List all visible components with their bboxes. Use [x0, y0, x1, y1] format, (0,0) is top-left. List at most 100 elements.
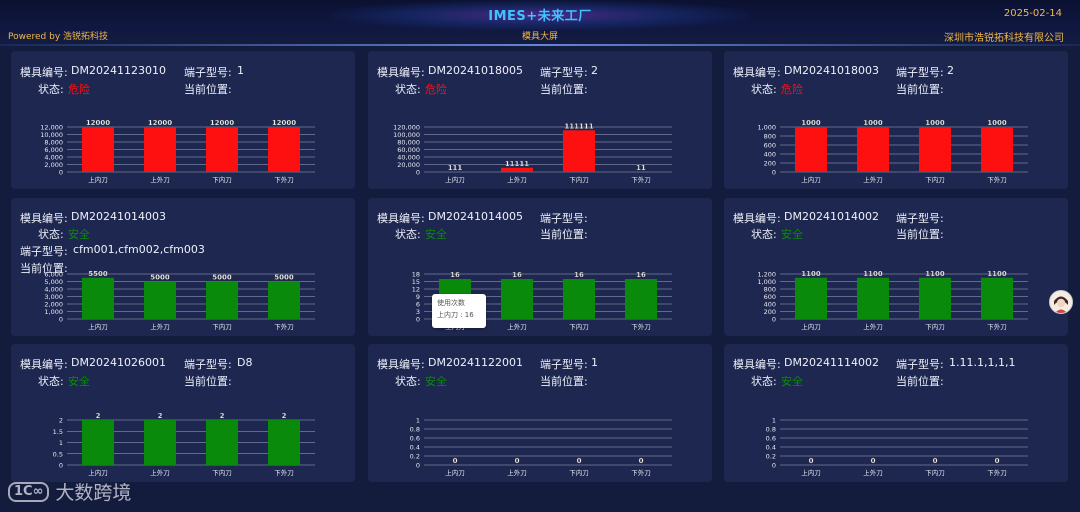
data-label: 5000	[212, 274, 232, 282]
y-tick-label: 0.8	[410, 426, 420, 434]
status-label: 状态:	[38, 228, 64, 241]
bar	[795, 127, 827, 172]
terminal-label: 端子型号:	[540, 212, 588, 225]
data-label: 11111	[505, 160, 529, 168]
bar	[144, 281, 176, 319]
y-tick-label: 60,000	[397, 146, 420, 154]
y-tick-label: 400	[764, 301, 776, 309]
mold-no-label: 模具编号:	[20, 212, 68, 225]
bar	[981, 127, 1013, 172]
data-label: 16	[450, 271, 460, 279]
y-tick-label: 0	[772, 462, 776, 470]
y-tick-label: 0.6	[766, 435, 776, 443]
y-tick-label: 120,000	[393, 124, 420, 132]
x-tick-label: 上外刀	[863, 468, 883, 477]
data-label: 16	[636, 271, 646, 279]
y-tick-label: 6	[416, 301, 420, 309]
y-tick-label: 2,000	[44, 161, 63, 169]
mold-no-value: DM20241014003	[71, 210, 166, 223]
bar	[501, 167, 533, 172]
mold-card: 模具编号: DM20241014002 端子型号: 状态: 安全 当前位置: 0…	[724, 198, 1068, 336]
bar	[144, 420, 176, 465]
x-tick-label: 上内刀	[88, 322, 108, 331]
x-tick-label: 下外刀	[987, 322, 1007, 331]
y-tick-label: 10,000	[40, 131, 63, 139]
x-tick-label: 下内刀	[925, 322, 945, 331]
status-value: 安全	[425, 228, 447, 241]
powered-by: Powered by 浩锐拓科技	[8, 32, 109, 42]
mold-card: 模具编号: DM20241014003 状态: 安全 端子型号: cfm001,…	[11, 198, 355, 336]
x-tick-label: 下内刀	[569, 175, 589, 184]
mold-no-label: 模具编号:	[733, 66, 781, 79]
mold-card: 模具编号: DM20241026001 端子型号: D8 状态: 安全 当前位置…	[11, 344, 355, 482]
y-tick-label: 9	[416, 293, 420, 301]
terminal-label: 端子型号:	[896, 212, 944, 225]
tooltip-title: 使用次数	[437, 299, 465, 307]
x-tick-label: 上外刀	[150, 175, 170, 184]
terminal-value: cfm001,cfm002,cfm003	[73, 243, 205, 256]
data-label: 5000	[150, 274, 170, 282]
data-label: 0	[809, 457, 814, 465]
bar	[206, 127, 238, 172]
location-label: 当前位置:	[540, 228, 588, 241]
mold-card: 模具编号: DM20241018005 端子型号: 2 状态: 危险 当前位置:…	[368, 51, 712, 189]
header-glow	[330, 0, 750, 30]
bar	[268, 127, 300, 172]
y-tick-label: 3,000	[44, 293, 63, 301]
location-label: 当前位置:	[896, 228, 944, 241]
status-value: 危险	[781, 83, 803, 96]
mold-no-value: DM20241014005	[428, 210, 523, 223]
bar	[206, 281, 238, 319]
status-label: 状态:	[751, 83, 777, 96]
data-label: 12000	[210, 119, 234, 127]
data-label: 12000	[148, 119, 172, 127]
header-bar: IMES+未来工厂 模具大屏 Powered by 浩锐拓科技 2025-02-…	[0, 0, 1080, 46]
bar	[82, 420, 114, 465]
x-tick-label: 上外刀	[150, 468, 170, 477]
x-tick-label: 下内刀	[212, 175, 232, 184]
y-tick-label: 1.5	[53, 428, 63, 436]
mold-no-value: DM20241122001	[428, 356, 523, 369]
terminal-value: 1	[237, 64, 244, 77]
y-tick-label: 0	[59, 316, 63, 324]
x-tick-label: 下外刀	[274, 322, 294, 331]
data-label: 2	[282, 412, 287, 420]
x-tick-label: 下内刀	[925, 175, 945, 184]
x-tick-label: 上内刀	[88, 468, 108, 477]
status-label: 状态:	[38, 375, 64, 388]
status-value: 安全	[425, 375, 447, 388]
y-tick-label: 1	[416, 417, 420, 425]
terminal-label: 端子型号:	[20, 245, 68, 258]
y-tick-label: 1,000	[757, 124, 776, 132]
data-label: 1100	[987, 270, 1007, 278]
location-label: 当前位置:	[184, 83, 232, 96]
bar	[82, 127, 114, 172]
bar	[857, 127, 889, 172]
mold-no-label: 模具编号:	[377, 66, 425, 79]
y-tick-label: 5,000	[44, 278, 63, 286]
y-tick-label: 1,000	[44, 308, 63, 316]
mold-no-label: 模具编号:	[20, 358, 68, 371]
usage-bar-chart: 0 0.5 1 1.5 2 2 上内刀 2 上外刀 2 下内刀 2 下外刀	[53, 412, 315, 477]
y-tick-label: 0.4	[410, 444, 420, 452]
page-subtitle: 模具大屏	[521, 32, 558, 42]
location-label: 当前位置:	[896, 83, 944, 96]
data-label: 0	[933, 457, 938, 465]
x-tick-label: 上内刀	[801, 175, 821, 184]
y-tick-label: 1,200	[757, 271, 776, 279]
x-tick-label: 上外刀	[507, 468, 527, 477]
terminal-value: 2	[947, 64, 954, 77]
status-value: 安全	[781, 375, 803, 388]
x-tick-label: 上内刀	[801, 322, 821, 331]
y-tick-label: 400	[764, 151, 776, 159]
status-value: 安全	[781, 228, 803, 241]
support-avatar[interactable]	[1049, 290, 1073, 314]
x-tick-label: 下外刀	[631, 175, 651, 184]
x-tick-label: 下内刀	[569, 468, 589, 477]
data-label: 16	[512, 271, 522, 279]
bar	[268, 281, 300, 319]
x-tick-label: 下外刀	[987, 175, 1007, 184]
